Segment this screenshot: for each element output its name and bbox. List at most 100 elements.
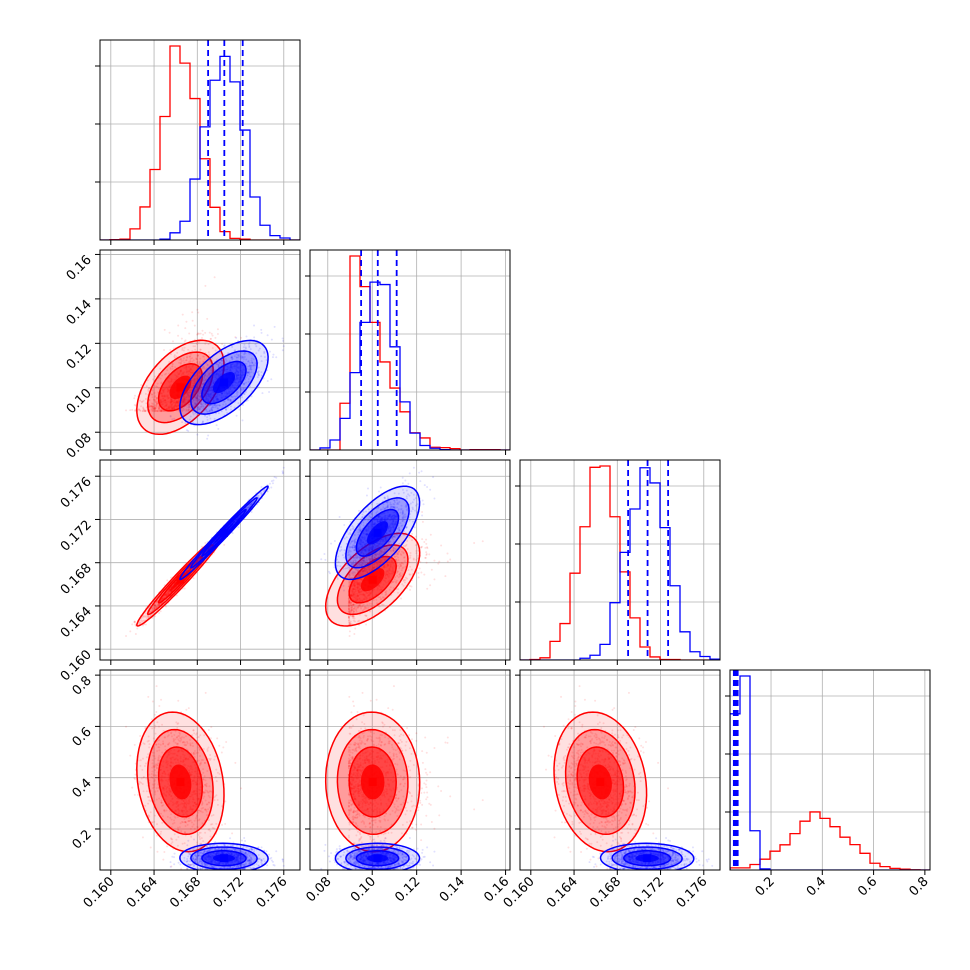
scatter-point <box>202 382 205 385</box>
scatter-point <box>147 390 150 393</box>
scatter-point <box>187 403 190 406</box>
scatter-point <box>149 404 152 407</box>
scatter-point <box>195 399 198 402</box>
scatter-point <box>257 366 260 369</box>
scatter-point <box>206 410 209 413</box>
scatter-point <box>175 594 178 597</box>
scatter-point <box>133 403 136 406</box>
scatter-point <box>242 393 245 396</box>
scatter-point <box>196 394 199 397</box>
scatter-point <box>170 576 173 579</box>
scatter-point <box>185 320 188 323</box>
scatter-point <box>199 387 202 390</box>
scatter-point <box>148 405 151 408</box>
scatter-point <box>153 607 156 610</box>
scatter-point <box>173 356 176 359</box>
histogram-2 <box>520 460 720 660</box>
scatter-point <box>240 357 243 360</box>
scatter-point <box>211 406 214 409</box>
density-contour <box>201 360 247 405</box>
scatter-point <box>220 359 223 362</box>
scatter-point <box>210 408 213 411</box>
scatter-point <box>195 402 198 405</box>
scatter-point <box>268 391 271 394</box>
scatter-point <box>275 356 278 359</box>
scatter-point <box>154 404 157 407</box>
panel-grid <box>730 670 930 870</box>
scatter-point <box>151 393 154 396</box>
scatter-point <box>203 358 206 361</box>
scatter-point <box>155 401 158 404</box>
scatter-point <box>204 284 207 287</box>
scatter-point <box>177 409 180 412</box>
scatter-point <box>191 357 194 360</box>
scatter-point <box>144 397 147 400</box>
scatter-point <box>235 395 238 398</box>
scatter-point <box>250 371 253 374</box>
scatter-point <box>198 361 201 364</box>
scatter-point <box>247 506 250 509</box>
panel-grid <box>100 460 300 660</box>
scatter-point <box>217 365 220 368</box>
scatter-point <box>144 614 147 617</box>
scatter-point <box>151 407 154 410</box>
scatter-point <box>156 600 159 603</box>
scatter-point <box>257 372 260 375</box>
scatter-point <box>158 603 161 606</box>
scatter-point <box>160 409 163 412</box>
scatter-point <box>186 406 189 409</box>
scatter-point <box>248 361 251 364</box>
scatter-point <box>155 409 158 412</box>
scatter-point <box>192 413 195 416</box>
scatter-point <box>207 372 210 375</box>
scatter-point <box>246 399 249 402</box>
scatter-point <box>183 340 186 343</box>
scatter-point <box>265 359 268 362</box>
scatter-point <box>249 366 252 369</box>
scatter-point <box>196 394 199 397</box>
scatter-point <box>271 356 274 359</box>
scatter-point <box>152 608 155 611</box>
scatter-point <box>222 403 225 406</box>
scatter-point <box>160 381 163 384</box>
scatter-point <box>195 342 198 345</box>
scatter-point <box>223 344 226 347</box>
scatter-point <box>177 334 180 337</box>
scatter-point <box>257 497 260 500</box>
scatter-point <box>153 398 156 401</box>
scatter-point <box>203 366 206 369</box>
scatter-point <box>158 387 161 390</box>
scatter-point <box>145 612 148 615</box>
scatter-point <box>153 606 156 609</box>
scatter-point <box>281 470 284 473</box>
scatter-point <box>169 368 172 371</box>
scatter-point <box>242 403 245 406</box>
scatter-point <box>227 397 230 400</box>
scatter-point <box>157 603 160 606</box>
scatter-point <box>201 329 204 332</box>
scatter-point <box>150 405 153 408</box>
scatter-point <box>156 603 159 606</box>
scatter-point <box>246 374 249 377</box>
scatter-point <box>184 421 187 424</box>
scatter-point <box>179 357 182 360</box>
scatter-point <box>239 356 242 359</box>
scatter-point <box>159 410 162 413</box>
scatter-point <box>152 378 155 381</box>
scatter-point <box>219 404 222 407</box>
scatter-point <box>249 375 252 378</box>
scatter-point <box>227 398 230 401</box>
panel-grid <box>310 250 510 450</box>
scatter-point <box>216 404 219 407</box>
scatter-point <box>173 355 176 358</box>
scatter-point <box>198 363 201 366</box>
scatter-point <box>243 356 246 359</box>
scatter-point <box>140 619 143 622</box>
scatter-point <box>189 359 192 362</box>
scatter-point <box>251 364 254 367</box>
scatter-point <box>270 486 273 489</box>
scatter-point <box>253 324 256 327</box>
scatter-point <box>247 506 250 509</box>
scatter-point <box>206 416 209 419</box>
scatter-point <box>210 332 213 335</box>
